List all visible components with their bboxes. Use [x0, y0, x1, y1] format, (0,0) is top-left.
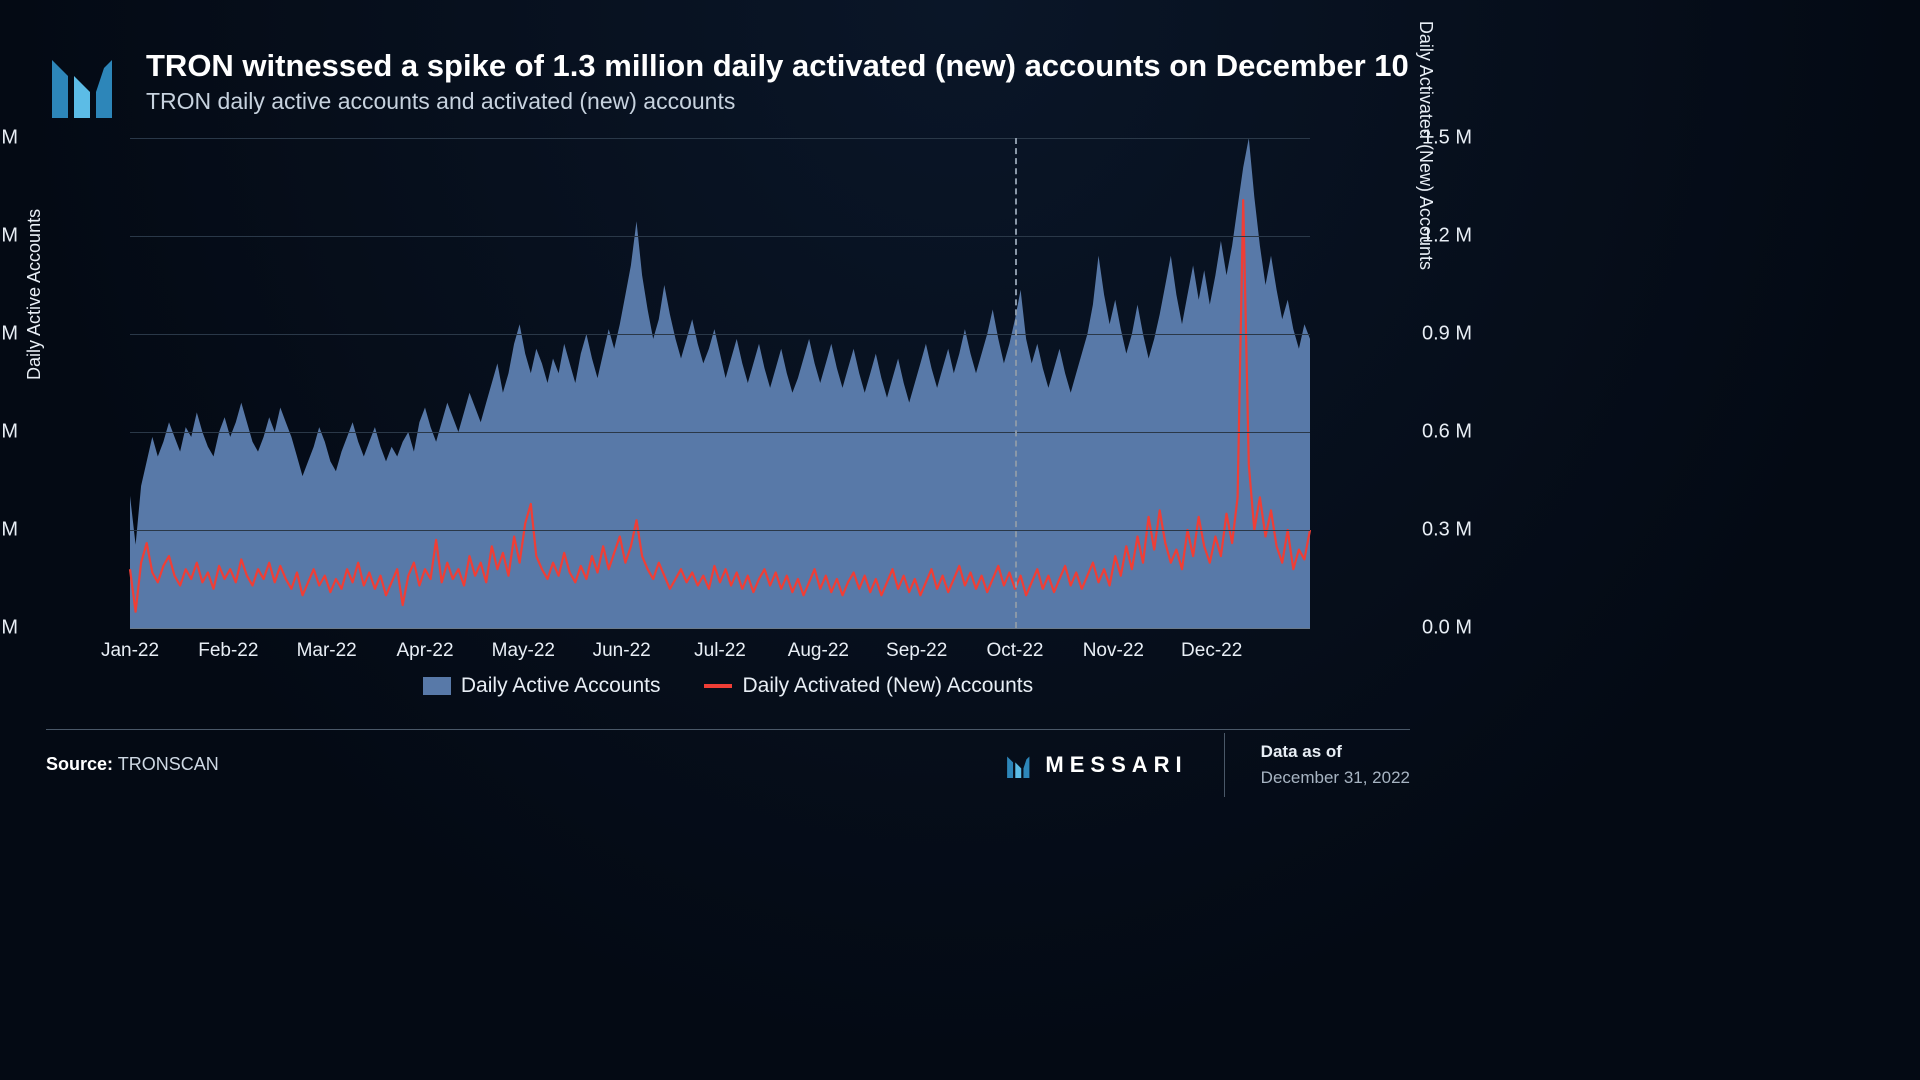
source-value: TRONSCAN	[118, 754, 219, 774]
y-right-tick-label: 0.9 M	[1422, 323, 1472, 346]
x-tick-label: Dec-22	[1181, 640, 1242, 662]
source-attribution: Source: TRONSCAN	[46, 754, 219, 775]
y-left-tick-label: 4 M	[0, 225, 18, 248]
x-tick-label: Sep-22	[886, 640, 947, 662]
x-tick-label: Mar-22	[297, 640, 357, 662]
x-tick-label: Nov-22	[1083, 640, 1144, 662]
data-as-of: Data as of December 31, 2022	[1261, 739, 1410, 790]
chart-series-svg	[130, 138, 1310, 628]
x-tick-label: Jun-22	[593, 640, 651, 662]
x-tick-label: Jul-22	[694, 640, 746, 662]
gridline	[130, 628, 1310, 629]
brand-logo-icon	[50, 48, 118, 123]
y-axis-left-label: Daily Active Accounts	[24, 209, 45, 380]
legend-label: Daily Activated (New) Accounts	[742, 674, 1033, 698]
plot-region: 0 M0.0 M1 M0.3 M2 M0.6 M3 M0.9 M4 M1.2 M…	[130, 138, 1310, 628]
gridline	[130, 236, 1310, 237]
gridline	[130, 138, 1310, 139]
annotation-vline	[1015, 138, 1017, 628]
y-right-tick-label: 0.6 M	[1422, 421, 1472, 444]
x-tick-label: Jan-22	[101, 640, 159, 662]
asof-value: December 31, 2022	[1261, 765, 1410, 791]
chart-legend: Daily Active Accounts Daily Activated (N…	[30, 674, 1426, 698]
brand-text: MESSARI	[1045, 752, 1187, 778]
chart-footer: Source: TRONSCAN MESSARI Data as of Dece…	[46, 729, 1410, 799]
y-left-tick-label: 3 M	[0, 323, 18, 346]
gridline	[130, 530, 1310, 531]
legend-label: Daily Active Accounts	[461, 674, 661, 698]
x-tick-label: Aug-22	[788, 640, 849, 662]
area-series	[130, 138, 1310, 628]
legend-item-area: Daily Active Accounts	[423, 674, 661, 698]
source-label: Source:	[46, 754, 113, 774]
y-right-tick-label: 1.5 M	[1422, 127, 1472, 150]
y-right-tick-label: 1.2 M	[1422, 225, 1472, 248]
y-right-tick-label: 0.3 M	[1422, 519, 1472, 542]
brand-mark-icon	[1005, 752, 1033, 778]
y-left-tick-label: 2 M	[0, 421, 18, 444]
title-block: TRON witnessed a spike of 1.3 million da…	[146, 48, 1409, 115]
y-left-tick-label: 5 M	[0, 127, 18, 150]
y-left-tick-label: 1 M	[0, 519, 18, 542]
x-tick-label: Feb-22	[198, 640, 258, 662]
legend-item-line: Daily Activated (New) Accounts	[704, 674, 1033, 698]
legend-swatch-area-icon	[423, 677, 451, 695]
chart-area: Daily Active Accounts Daily Activated (N…	[30, 130, 1426, 700]
asof-label: Data as of	[1261, 739, 1410, 765]
y-left-tick-label: 0 M	[0, 617, 18, 640]
y-right-tick-label: 0.0 M	[1422, 617, 1472, 640]
x-tick-label: Apr-22	[396, 640, 453, 662]
chart-subtitle: TRON daily active accounts and activated…	[146, 88, 1409, 115]
x-tick-label: May-22	[492, 640, 555, 662]
x-tick-label: Oct-22	[986, 640, 1043, 662]
footer-right: MESSARI Data as of December 31, 2022	[1005, 730, 1410, 799]
gridline	[130, 334, 1310, 335]
chart-header: TRON witnessed a spike of 1.3 million da…	[50, 48, 1409, 123]
footer-divider	[1224, 733, 1225, 797]
chart-title: TRON witnessed a spike of 1.3 million da…	[146, 48, 1409, 84]
brand-wordmark: MESSARI	[1005, 752, 1187, 778]
legend-swatch-line-icon	[704, 684, 732, 688]
gridline	[130, 432, 1310, 433]
